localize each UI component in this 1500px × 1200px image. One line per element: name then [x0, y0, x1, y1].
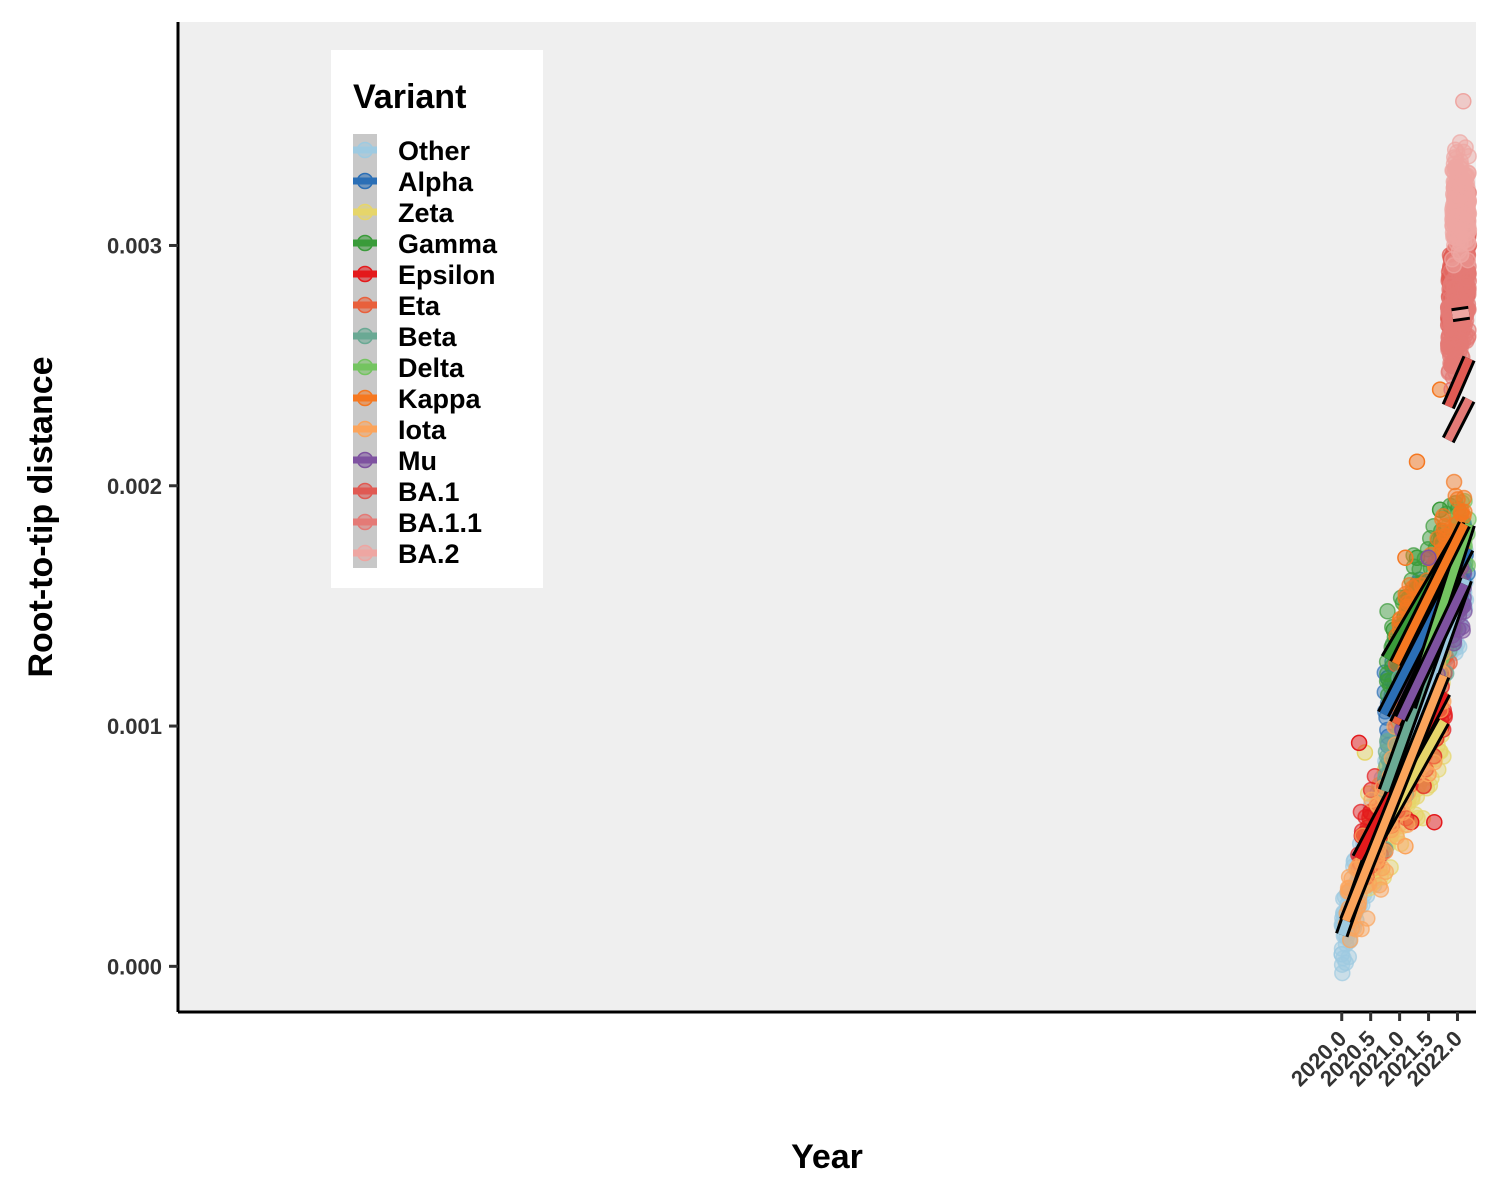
- point: [1420, 549, 1437, 567]
- legend-title: Variant: [353, 78, 466, 116]
- y-tick-label: 0.001: [107, 714, 162, 739]
- legend-label-other: Other: [398, 136, 471, 166]
- points-ba-1-1: [1439, 221, 1478, 398]
- point: [1408, 453, 1426, 470]
- legend-label-eta: Eta: [398, 291, 441, 321]
- point: [1457, 184, 1475, 202]
- point: [1401, 576, 1418, 594]
- trend-line-iota: [1342, 674, 1448, 923]
- legend-label-delta: Delta: [398, 353, 465, 383]
- legend-key-point-beta: [356, 327, 374, 345]
- point: [1398, 816, 1416, 834]
- trend-lines: [1335, 305, 1476, 938]
- legend-label-kappa: Kappa: [398, 384, 482, 414]
- point: [1397, 549, 1414, 567]
- legend-key-point-mu: [356, 451, 374, 469]
- point: [1459, 270, 1476, 287]
- point: [1455, 93, 1472, 110]
- point: [1456, 503, 1473, 521]
- x-axis-title: Year: [791, 1138, 863, 1176]
- trend-line-kappa: [1391, 522, 1469, 666]
- point: [1447, 206, 1464, 224]
- trend-line-ba-1: [1444, 356, 1473, 409]
- legend-label-ba-2: BA.2: [398, 539, 460, 569]
- legend-key-point-epsilon: [356, 265, 374, 283]
- point: [1442, 355, 1459, 372]
- point: [1333, 946, 1350, 963]
- legend-label-zeta: Zeta: [398, 198, 455, 228]
- point: [1426, 813, 1443, 831]
- point: [1379, 603, 1396, 620]
- y-tick-label: 0.000: [107, 954, 162, 979]
- point: [1353, 920, 1370, 938]
- legend-key-point-kappa: [356, 389, 374, 407]
- y-tick-label: 0.002: [107, 474, 162, 499]
- point: [1397, 837, 1414, 855]
- legend-label-mu: Mu: [398, 446, 437, 476]
- y-axis-title: Root-to-tip distance: [22, 356, 60, 677]
- point: [1440, 341, 1457, 359]
- legend-label-beta: Beta: [398, 322, 458, 352]
- trend-line-ba-1-1: [1444, 397, 1473, 442]
- point: [1449, 165, 1466, 182]
- legend-key-background: [353, 134, 377, 568]
- point: [1434, 511, 1451, 528]
- point: [1450, 243, 1468, 260]
- legend-key-point-alpha: [356, 172, 374, 190]
- point: [1334, 964, 1351, 982]
- legend: Variant OtherAlphaZetaGammaEpsilonEtaBeta…: [331, 50, 543, 588]
- trend-line-mu: [1397, 582, 1469, 721]
- legend-label-gamma: Gamma: [398, 229, 498, 259]
- legend-label-iota: Iota: [398, 415, 447, 445]
- point: [1456, 284, 1474, 301]
- points-ba-2: [1444, 93, 1478, 274]
- legend-key-point-ba-2: [356, 544, 374, 562]
- legend-key-point-ba-1: [356, 482, 374, 500]
- legend-label-epsilon: Epsilon: [398, 260, 496, 290]
- point: [1456, 219, 1473, 236]
- legend-key-point-ba-1-1: [356, 513, 374, 531]
- legend-key-point-zeta: [356, 203, 374, 221]
- legend-label-ba-1: BA.1: [398, 477, 460, 507]
- legend-key-point-other: [356, 141, 374, 159]
- legend-key-point-delta: [356, 358, 374, 376]
- trend-line-ba-2: [1451, 308, 1470, 320]
- legend-key-point-iota: [356, 420, 374, 438]
- legend-key-point-eta: [356, 296, 374, 314]
- legend-key-point-gamma: [356, 234, 374, 252]
- legend-label-ba-1-1: BA.1.1: [398, 508, 482, 538]
- point: [1374, 859, 1391, 877]
- point: [1372, 881, 1390, 898]
- point: [1445, 473, 1463, 491]
- point: [1451, 134, 1469, 151]
- point: [1350, 734, 1368, 752]
- point: [1444, 323, 1462, 340]
- y-tick-label: 0.003: [107, 233, 162, 258]
- legend-label-alpha: Alpha: [398, 167, 474, 197]
- point: [1455, 489, 1473, 507]
